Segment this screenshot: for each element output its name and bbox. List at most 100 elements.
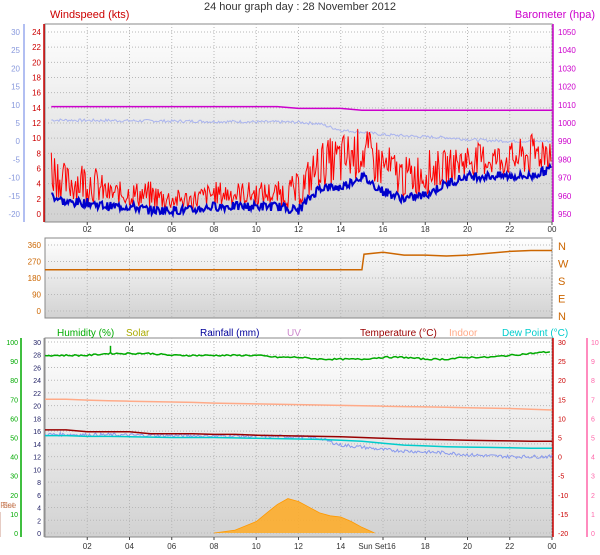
rain-tick-13: 4 (37, 506, 41, 513)
compass-label-4: N (558, 311, 566, 323)
wind-tick-7: 10 (32, 134, 41, 143)
x-tick-label-11: 00 (548, 542, 557, 551)
baro-tick-6: 990 (558, 137, 572, 146)
temp-tick-6: 0 (558, 455, 562, 462)
x-tick-label-sunset: Sun Set16 (358, 542, 396, 551)
baro-tick-4: 1010 (558, 101, 576, 110)
temp-tick-7: -5 (558, 474, 564, 481)
baro-tick-7: 980 (558, 155, 572, 164)
x-tick-label-10: 22 (505, 542, 514, 551)
dir-tick-0: 360 (28, 241, 42, 250)
dew-point-line (45, 434, 552, 449)
dir-tick-4: 0 (37, 307, 42, 316)
temp-tick-1: 25 (558, 359, 566, 366)
temp-tick-2: 20 (558, 378, 566, 385)
x-tick-label-2: 06 (167, 542, 176, 551)
wind-tick-9: 6 (37, 165, 42, 174)
far-left-tick-8: -10 (8, 174, 20, 183)
humidity-line (44, 350, 551, 361)
far-left-tick-4: 10 (11, 101, 20, 110)
humidity-tick-1: 90 (10, 359, 18, 366)
humidity-tick-3: 70 (10, 397, 18, 404)
indoor-line (45, 398, 553, 411)
wind-tick-10: 4 (37, 180, 42, 189)
wind-tick-12: 0 (37, 210, 42, 219)
far-left-tick-3: 15 (11, 83, 20, 92)
sunrise-label: Sun Rise (0, 501, 17, 510)
wind-tick-5: 14 (32, 104, 41, 113)
far-left-tick-6: 0 (16, 137, 21, 146)
far-left-tick-10: -20 (8, 210, 20, 219)
x-tick-label-7: 16 (379, 225, 388, 234)
far-left-tick-1: 25 (11, 46, 20, 55)
rain-tick-1: 28 (33, 353, 41, 360)
sunset-label: Sun Set (0, 501, 15, 510)
far-left-tick-0: 30 (11, 28, 20, 37)
dir-tick-3: 90 (32, 291, 41, 300)
wind-legend: Windspeed (kts) (50, 9, 129, 21)
wind-tick-4: 16 (32, 89, 41, 98)
temp-tick-5: 5 (558, 436, 562, 443)
rain-tick-6: 18 (33, 416, 41, 423)
legend-item-0: Humidity (%) (57, 328, 114, 339)
baro-tick-1: 1040 (558, 46, 576, 55)
far-left-tick-2: 20 (11, 64, 20, 73)
wind-tick-1: 22 (32, 43, 41, 52)
temperature-ghost-line (51, 118, 553, 144)
x-tick-label-0: 02 (83, 542, 92, 551)
x-tick-label-3: 08 (210, 225, 219, 234)
uv-tick-9: 1 (591, 512, 595, 519)
dir-tick-2: 180 (28, 274, 42, 283)
rain-tick-5: 20 (33, 404, 41, 411)
rain-tick-0: 30 (33, 340, 41, 347)
uv-tick-3: 7 (591, 397, 595, 404)
temp-tick-0: 30 (558, 340, 566, 347)
humidity-tick-4: 60 (10, 416, 18, 423)
uv-tick-0: 10 (591, 340, 599, 347)
wind-tick-11: 2 (37, 195, 42, 204)
wind-tick-0: 24 (32, 28, 41, 37)
compass-label-1: W (558, 259, 569, 271)
wind-gust-line (50, 128, 552, 210)
humidity-tick-5: 50 (10, 436, 18, 443)
temp-tick-3: 15 (558, 397, 566, 404)
wind-tick-3: 18 (32, 74, 41, 83)
rain-tick-4: 22 (33, 391, 41, 398)
temp-tick-8: -10 (558, 493, 568, 500)
x-tick-label-1: 04 (125, 542, 134, 551)
far-left-tick-5: 5 (16, 119, 21, 128)
x-tick-label-3: 08 (210, 542, 219, 551)
rain-tick-11: 8 (37, 480, 41, 487)
uv-tick-7: 3 (591, 474, 595, 481)
x-tick-label-11: 00 (548, 225, 557, 234)
x-tick-label-10: 22 (505, 225, 514, 234)
compass-label-3: E (558, 294, 565, 306)
x-tick-label-9: 20 (463, 225, 472, 234)
chart-title: 24 hour graph day : 28 November 2012 (204, 1, 396, 13)
baro-tick-3: 1020 (558, 83, 576, 92)
far-left-tick-7: -5 (13, 155, 21, 164)
uv-tick-10: 0 (591, 531, 595, 538)
legend-item-5: Indoor (449, 328, 478, 339)
dir-tick-1: 270 (28, 258, 42, 267)
x-tick-label-1: 04 (125, 225, 134, 234)
temp-tick-9: -15 (558, 512, 568, 519)
rain-tick-3: 24 (33, 378, 41, 385)
solar-area (213, 498, 375, 534)
wind-tick-2: 20 (32, 58, 41, 67)
x-tick-label-4: 10 (252, 542, 261, 551)
uv-tick-2: 8 (591, 378, 595, 385)
humidity-tick-0: 100 (6, 340, 18, 347)
baro-tick-5: 1000 (558, 119, 576, 128)
baro-tick-2: 1030 (558, 64, 576, 73)
uv-tick-4: 6 (591, 416, 595, 423)
x-tick-label-6: 14 (336, 542, 345, 551)
x-tick-label-8: 18 (421, 225, 430, 234)
rain-tick-12: 6 (37, 493, 41, 500)
compass-label-0: N (558, 241, 566, 253)
rain-tick-10: 10 (33, 467, 41, 474)
x-tick-label-6: 14 (336, 225, 345, 234)
wind-direction-line (45, 249, 552, 271)
rain-tick-8: 14 (33, 442, 41, 449)
